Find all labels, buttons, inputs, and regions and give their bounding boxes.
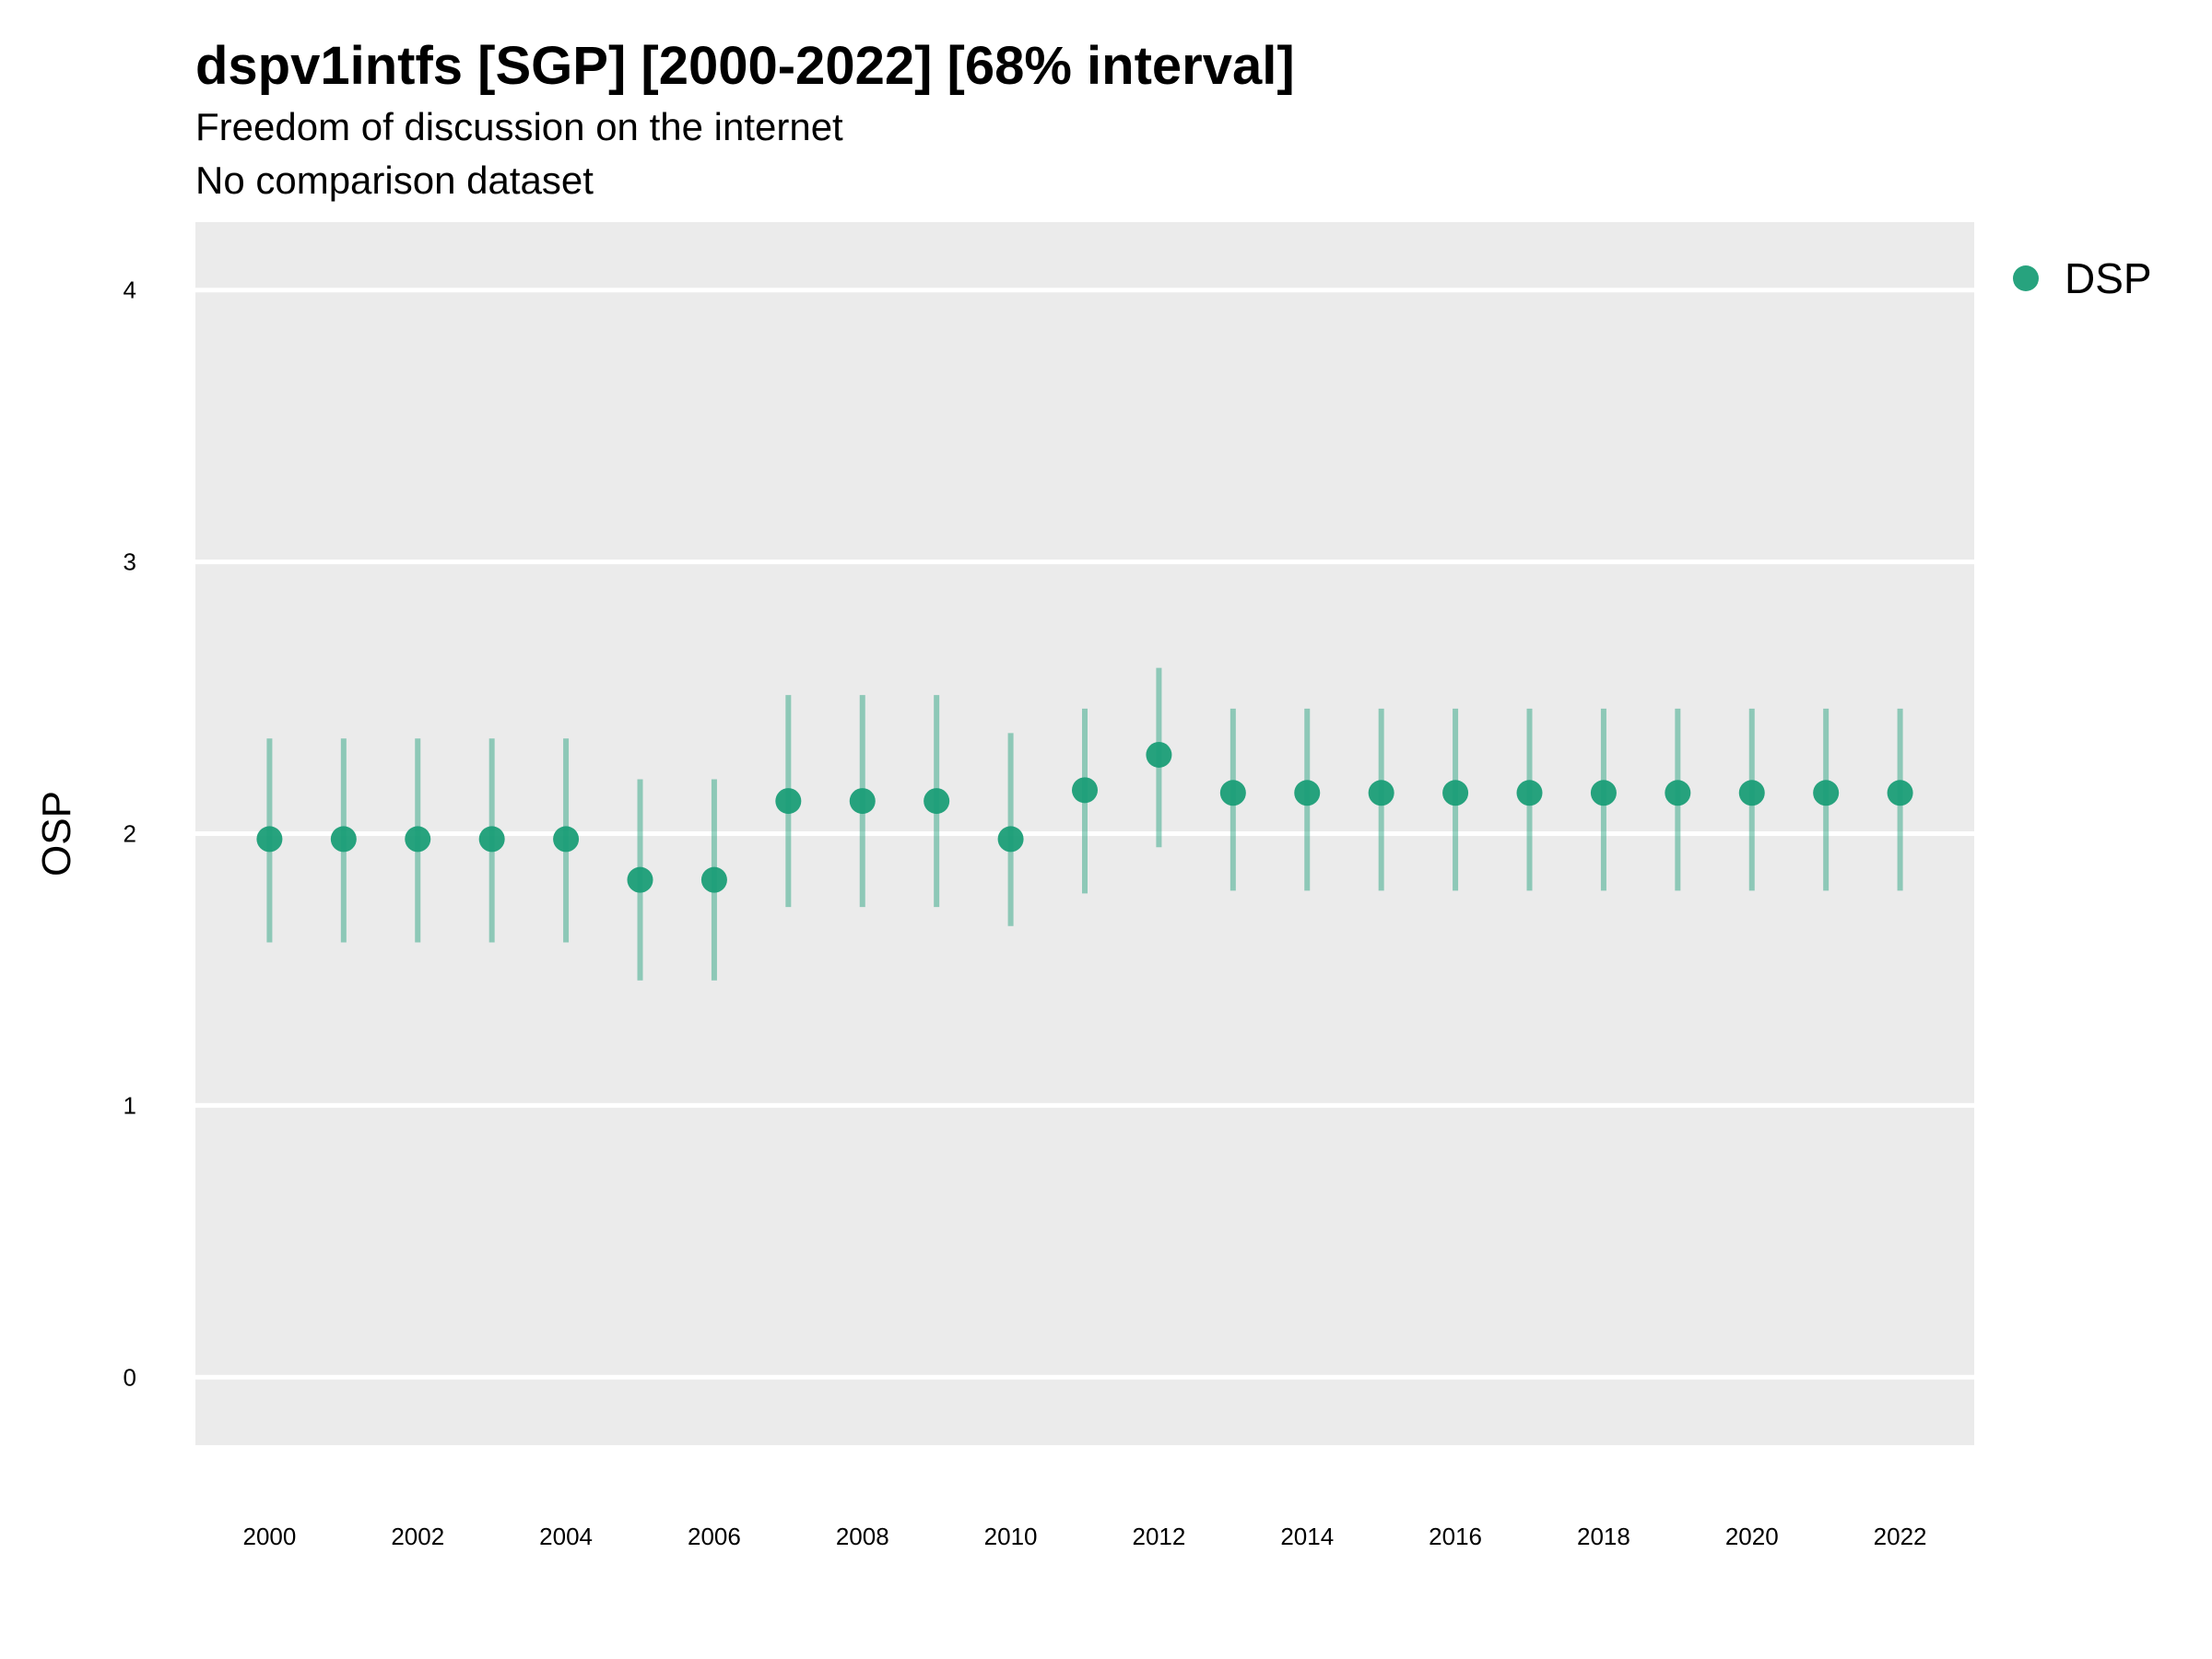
x-tick-label: 2022 bbox=[1874, 1523, 1927, 1550]
x-tick-label: 2012 bbox=[1132, 1523, 1185, 1550]
x-tick-label: 2010 bbox=[984, 1523, 1038, 1550]
data-point bbox=[997, 826, 1024, 853]
y-tick-label: 4 bbox=[124, 276, 136, 304]
data-point bbox=[330, 826, 357, 853]
data-point bbox=[1516, 780, 1543, 806]
y-tick-label: 2 bbox=[124, 820, 136, 848]
data-point bbox=[1294, 780, 1321, 806]
chart-subtitle: Freedom of discussion on the internet bbox=[195, 105, 843, 148]
x-tick-label: 2002 bbox=[391, 1523, 444, 1550]
data-point bbox=[1887, 780, 1913, 806]
data-point bbox=[1738, 780, 1765, 806]
data-point bbox=[256, 826, 283, 853]
data-point bbox=[849, 788, 876, 815]
legend-label: DSP bbox=[2065, 254, 2152, 302]
y-tick-label: 0 bbox=[124, 1363, 136, 1391]
data-point bbox=[553, 826, 580, 853]
y-axis-label: OSP bbox=[34, 791, 79, 877]
data-point bbox=[1146, 741, 1172, 768]
data-point bbox=[1813, 780, 1840, 806]
x-tick-label: 2020 bbox=[1725, 1523, 1779, 1550]
chart-subtitle-comparison: No comparison dataset bbox=[195, 159, 594, 202]
y-tick-label: 3 bbox=[124, 548, 136, 576]
data-point bbox=[478, 826, 505, 853]
x-tick-label: 2000 bbox=[242, 1523, 296, 1550]
x-tick-label: 2018 bbox=[1577, 1523, 1630, 1550]
data-point bbox=[1219, 780, 1246, 806]
data-point bbox=[627, 866, 653, 893]
chart-title: dspv1intfs [SGP] [2000-2022] [68% interv… bbox=[195, 36, 1295, 96]
x-tick-label: 2016 bbox=[1429, 1523, 1482, 1550]
x-tick-label: 2004 bbox=[539, 1523, 593, 1550]
data-point bbox=[700, 866, 727, 893]
data-point bbox=[1442, 780, 1469, 806]
data-point bbox=[1665, 780, 1691, 806]
data-point bbox=[775, 788, 802, 815]
data-point bbox=[405, 826, 431, 853]
x-tick-label: 2014 bbox=[1280, 1523, 1334, 1550]
data-point bbox=[1368, 780, 1394, 806]
data-point bbox=[924, 788, 950, 815]
legend-marker bbox=[2013, 265, 2039, 291]
y-tick-label: 1 bbox=[124, 1091, 136, 1119]
x-tick-label: 2006 bbox=[688, 1523, 741, 1550]
data-point bbox=[1590, 780, 1617, 806]
x-tick-label: 2008 bbox=[836, 1523, 889, 1550]
data-point bbox=[1072, 777, 1098, 804]
